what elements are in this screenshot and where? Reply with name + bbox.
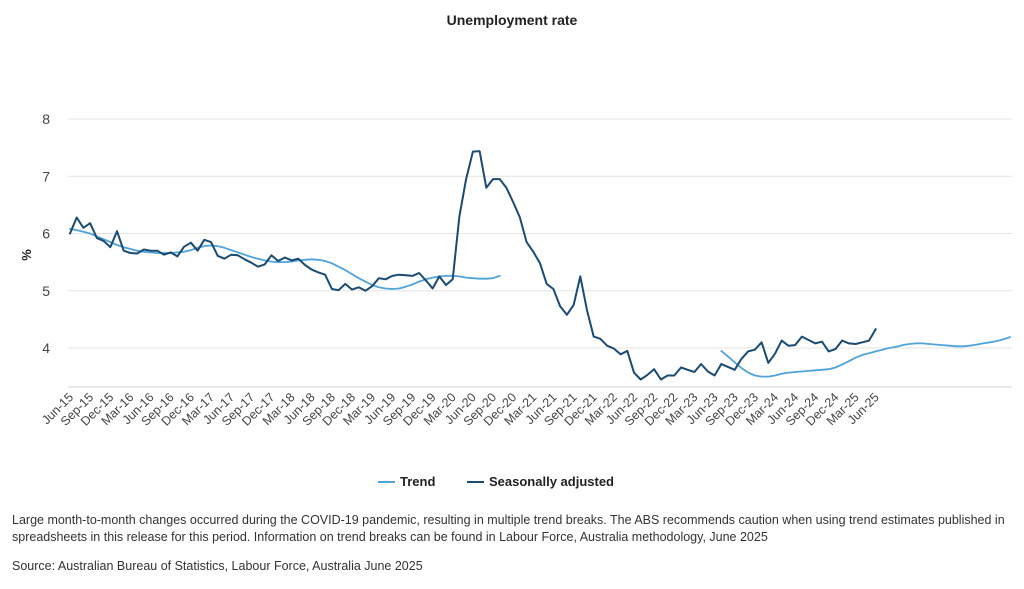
source-note: Source: Australian Bureau of Statistics,…	[12, 559, 423, 573]
unemployment-chart: Unemployment rate % 4 5 6 7 8 Jun-15Sep-15De…	[19, 12, 1012, 489]
y-tick-label: 6	[42, 226, 50, 242]
legend-label: Seasonally adjusted	[489, 474, 614, 489]
legend-label: Trend	[400, 474, 435, 489]
series-lines	[69, 150, 1011, 381]
series-line-seasonally-adjusted	[69, 150, 877, 381]
y-tick-label: 7	[42, 168, 50, 184]
x-axis-ticks: Jun-15Sep-15Dec-15Mar-16Jun-16Sep-16Dec-…	[39, 390, 882, 428]
y-axis-ticks: 4 5 6 7 8	[42, 111, 50, 356]
legend: Trend Seasonally adjusted	[378, 474, 614, 489]
y-tick-label: 8	[42, 111, 50, 127]
gridlines	[68, 118, 1012, 388]
y-tick-label: 5	[42, 283, 50, 299]
y-tick-label: 4	[42, 340, 50, 356]
series-line-trend	[69, 228, 1011, 378]
footnote: Large month-to-month changes occurred du…	[12, 513, 1005, 544]
chart-title: Unemployment rate	[447, 12, 578, 28]
y-axis-label: %	[19, 249, 34, 261]
